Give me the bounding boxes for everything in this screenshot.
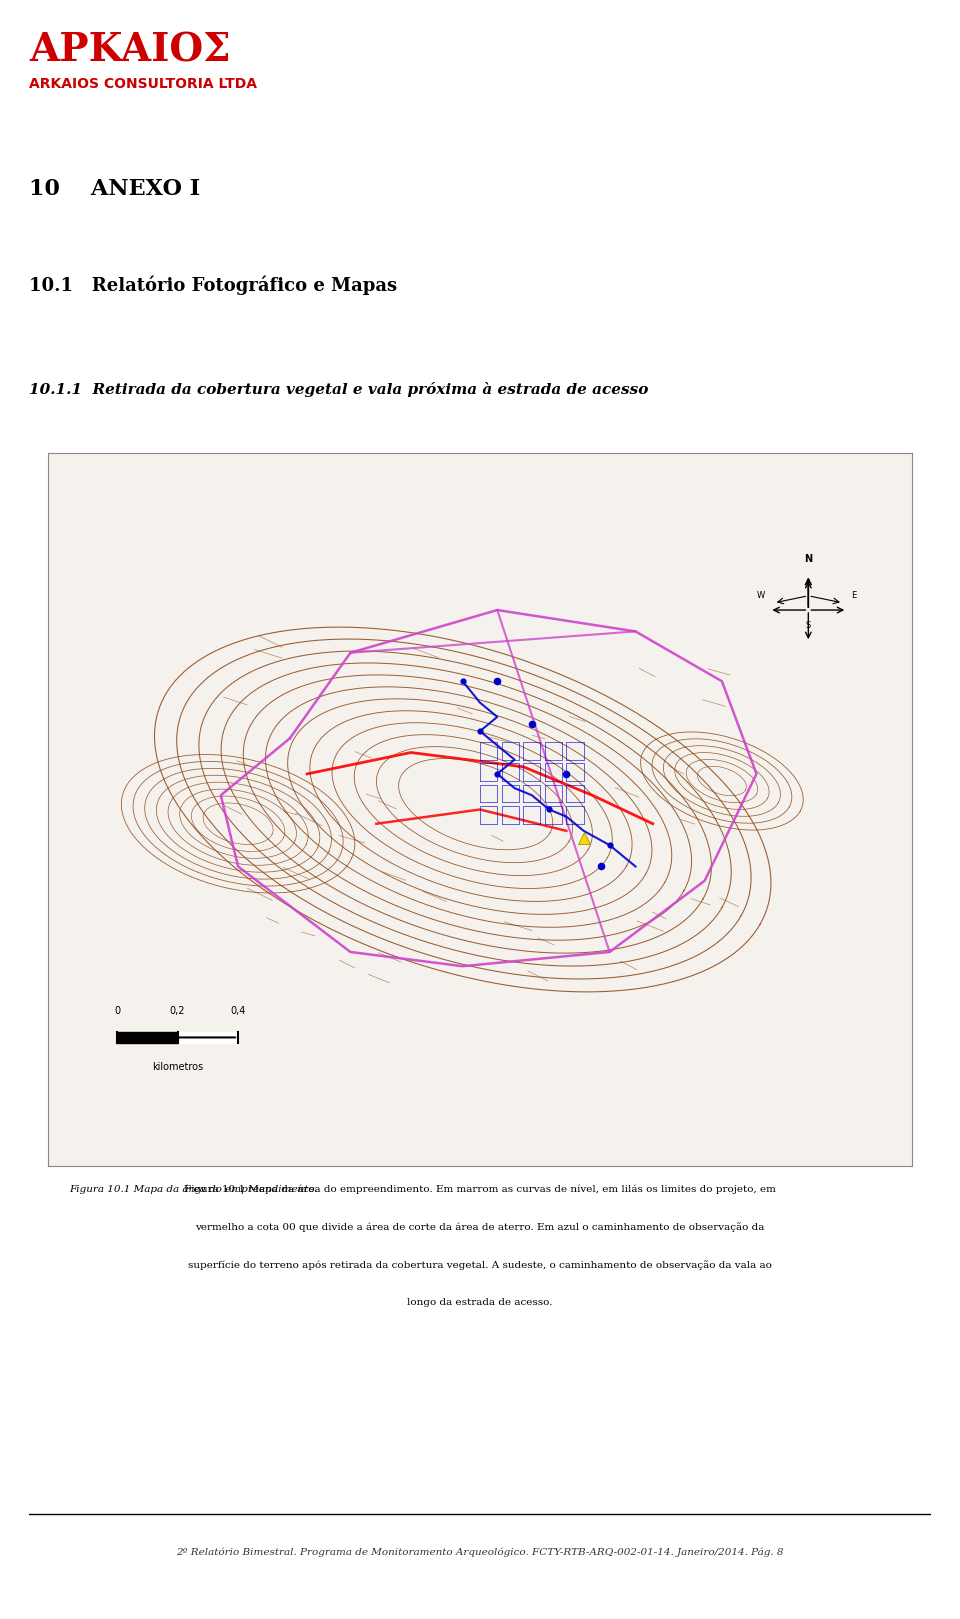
Text: FASHION: FASHION [813, 32, 846, 40]
Text: Figura 10.1 Mapa da área do empreendimento. Em marrom as curvas de nível, em lil: Figura 10.1 Mapa da área do empreendimen… [184, 1185, 776, 1195]
Text: 10    ANEXO I: 10 ANEXO I [29, 178, 200, 201]
Text: vermelho a cota 00 que divide a área de corte da área de aterro. Em azul o camin: vermelho a cota 00 que divide a área de … [195, 1222, 765, 1232]
Text: 10.1   Relatório Fotográfico e Mapas: 10.1 Relatório Fotográfico e Mapas [29, 275, 396, 295]
Text: APKAIOΣ: APKAIOΣ [29, 32, 230, 70]
Text: 0: 0 [114, 1005, 120, 1017]
Text: CITY: CITY [813, 49, 829, 58]
Text: Figura 10.1 Mapa da área do empreendimento.: Figura 10.1 Mapa da área do empreendimen… [70, 1185, 319, 1195]
Point [559, 761, 574, 787]
Text: longo da estrada de acesso.: longo da estrada de acesso. [407, 1298, 553, 1308]
Point [472, 719, 488, 745]
Text: BRA: BRA [536, 42, 549, 74]
Point [490, 669, 505, 695]
Point [490, 761, 505, 787]
Point [593, 853, 609, 879]
Text: kilometros: kilometros [152, 1062, 204, 1072]
Text: 0,2: 0,2 [170, 1005, 185, 1017]
Text: superfície do terreno após retirada da cobertura vegetal. A sudeste, o caminhame: superfície do terreno após retirada da c… [188, 1261, 772, 1271]
Text: 10.1.1  Retirada da cobertura vegetal e vala próxima à estrada de acesso: 10.1.1 Retirada da cobertura vegetal e v… [29, 382, 648, 397]
Point [524, 711, 540, 737]
Text: BELO HORIZONTE: BELO HORIZONTE [813, 83, 880, 92]
Point [541, 797, 557, 822]
Text: N: N [804, 554, 812, 563]
Text: ARKAIOS CONSULTORIA LTDA: ARKAIOS CONSULTORIA LTDA [29, 78, 257, 91]
Text: W: W [756, 591, 765, 601]
Text: FCTY: FCTY [614, 39, 724, 78]
Text: E: E [852, 591, 856, 601]
Point [602, 832, 617, 858]
Text: 0,4: 0,4 [230, 1005, 246, 1017]
Text: BRASIL: BRASIL [813, 66, 840, 74]
Text: S: S [805, 620, 811, 630]
Text: 2º Relatório Bimestral. Programa de Monitoramento Arqueológico. FCTY-RTB-ARQ-002: 2º Relatório Bimestral. Programa de Moni… [177, 1548, 783, 1557]
Point [455, 669, 470, 695]
